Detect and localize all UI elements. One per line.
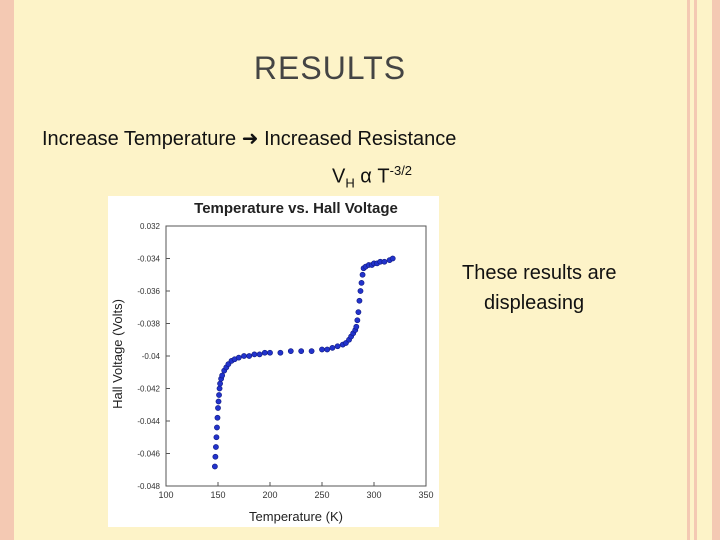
data-point [381,258,388,265]
data-point [213,434,220,441]
formula-superscript: -3/2 [389,163,413,178]
right-border-outer-decoration [712,0,720,540]
y-tick-label: 0.032 [140,222,161,231]
formula-mid: α T [354,165,390,188]
y-tick-label: -0.042 [137,385,160,394]
data-point [216,385,223,392]
data-point [215,405,221,411]
data-point [267,349,273,356]
data-point [246,353,253,359]
data-point [216,392,222,398]
data-point [213,444,219,450]
data-point [215,398,222,405]
data-point [214,414,221,421]
x-tick-label: 200 [262,490,277,500]
data-point [353,323,360,330]
chart-title: Temperature vs. Hall Voltage [194,200,398,217]
data-point [359,271,366,278]
data-point [329,344,336,351]
data-point [334,343,341,350]
note-line-2: displeasing [484,292,585,314]
chart-x-axis-label: Temperature (K) [249,509,343,524]
data-point [324,346,331,353]
data-point [212,453,219,460]
data-point [356,297,363,304]
data-point [277,349,284,356]
data-point [389,255,396,262]
data-point [357,288,364,294]
y-tick-label: -0.046 [137,450,160,459]
data-point [211,463,218,470]
y-tick-label: -0.038 [137,320,160,329]
results-note: These results are displeasing [462,258,652,318]
data-point [355,309,362,316]
note-line-1: These results are [462,262,617,284]
y-tick-label: -0.036 [137,287,160,296]
data-point [235,354,242,361]
data-point [241,353,247,359]
right-arrow-icon: ➜ [241,128,259,150]
left-border-decoration [0,0,14,540]
data-point [256,351,263,358]
y-tick-label: -0.044 [137,417,160,426]
chart-y-axis-label: Hall Voltage (Volts) [110,299,125,409]
data-point [214,424,220,431]
chart-container: Temperature vs. Hall Voltage Hall Voltag… [108,196,439,527]
subtitle-left: Increase Temperature [42,128,237,150]
x-tick-label: 250 [314,490,329,500]
slide-title: RESULTS [253,50,407,86]
x-tick-label: 350 [418,490,433,500]
x-tick-label: 300 [366,490,381,500]
y-tick-label: -0.04 [142,352,161,361]
x-tick-label: 100 [158,490,173,500]
subtitle-right: Increased Resistance [264,128,457,150]
data-point [354,317,361,324]
data-point [298,348,305,355]
data-point [319,346,325,353]
y-tick-label: -0.034 [137,255,160,264]
data-point [219,372,226,379]
plot-frame [165,225,427,487]
formula-base: V [332,165,346,188]
slide-subtitle: Increase Temperature ➜ Increased Resista… [42,126,456,151]
y-tick-label: -0.048 [137,482,160,491]
data-point [308,348,315,355]
formula-subscript: H [345,175,355,191]
x-tick-label: 150 [210,490,225,500]
data-point [287,348,294,355]
formula: VH α T-3/2 [332,163,412,191]
data-point [358,279,365,286]
data-point [261,349,268,356]
data-point [251,351,258,358]
scatter-chart: Temperature vs. Hall Voltage Hall Voltag… [110,200,434,524]
data-point [217,380,223,387]
